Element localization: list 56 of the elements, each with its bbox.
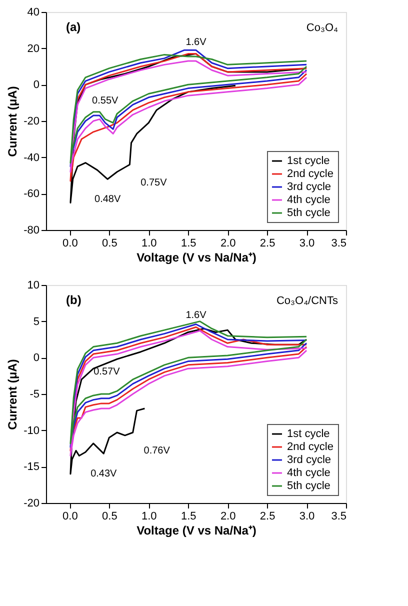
annotation: 0.43V [90, 468, 118, 480]
x-tick-label: 2.0 [220, 238, 236, 250]
x-tick-label: 1.5 [180, 510, 196, 522]
legend-label: 2nd cycle [287, 441, 334, 453]
x-tick-label: 2.0 [220, 510, 236, 522]
y-tick-label: 20 [27, 42, 40, 55]
legend-label: 2nd cycle [287, 168, 334, 180]
annotation: (a) [66, 20, 81, 34]
x-tick-label: 3.0 [299, 510, 315, 522]
legend-label: 3rd cycle [287, 181, 332, 193]
annotation: 0.57V [94, 366, 120, 378]
annotation: Co₃O₄/CNTs [276, 295, 338, 307]
legend-label: 1st cycle [287, 155, 330, 167]
y-tick-label: 0 [33, 352, 40, 364]
legend-label: 3rd cycle [287, 454, 332, 466]
y-tick-label: 5 [33, 316, 40, 328]
y-tick-label: 40 [27, 6, 40, 18]
y-tick-label: 0 [33, 79, 40, 92]
legend-label: 1st cycle [287, 428, 330, 440]
y-tick-label: -80 [24, 224, 40, 236]
x-tick-label: 1.0 [141, 510, 157, 522]
y-tick-label: -20 [24, 498, 40, 510]
y-tick-label: 10 [27, 280, 40, 292]
legend-label: 4th cycle [287, 467, 330, 479]
x-tick-label: 3.5 [331, 238, 346, 250]
legend-label: 4th cycle [287, 194, 330, 206]
legend-label: 5th cycle [287, 207, 330, 219]
x-tick-label: 1.0 [141, 238, 157, 250]
y-axis-title: Current (μA) [6, 359, 20, 430]
annotation: 1.6V [186, 310, 207, 322]
annotation: 0.55V [92, 95, 118, 106]
annotation: 0.76V [144, 446, 170, 457]
x-tick-label: 0.0 [62, 238, 78, 250]
y-tick-label: -40 [24, 152, 40, 164]
annotation: 0.48V [94, 194, 121, 206]
y-tick-label: -5 [30, 388, 40, 400]
legend-label: 5th cycle [287, 480, 330, 492]
y-tick-label: -15 [24, 461, 40, 474]
x-tick-label: 1.5 [180, 238, 196, 250]
annotation: 1.6V [186, 36, 207, 48]
x-tick-label: 0.0 [62, 510, 78, 522]
y-tick-label: -20 [24, 116, 40, 128]
annotation: (b) [66, 293, 82, 307]
x-tick-label: 3.0 [299, 238, 315, 250]
y-axis-title: Current (μA) [6, 86, 20, 157]
x-tick-label: 0.5 [102, 238, 118, 250]
y-tick-label: -10 [24, 424, 40, 437]
x-axis-title: Voltage (V vs Na/Na⁺) [136, 524, 256, 538]
annotation: Co₃O₄ [306, 22, 339, 34]
x-tick-label: 3.5 [331, 510, 346, 522]
y-tick-label: -60 [24, 188, 40, 200]
x-tick-label: 0.5 [102, 510, 118, 522]
x-axis-title: Voltage (V vs Na/Na⁺) [136, 250, 256, 264]
x-tick-label: 2.5 [260, 510, 276, 522]
annotation: 0.75V [140, 178, 168, 189]
x-tick-label: 2.5 [260, 238, 276, 250]
